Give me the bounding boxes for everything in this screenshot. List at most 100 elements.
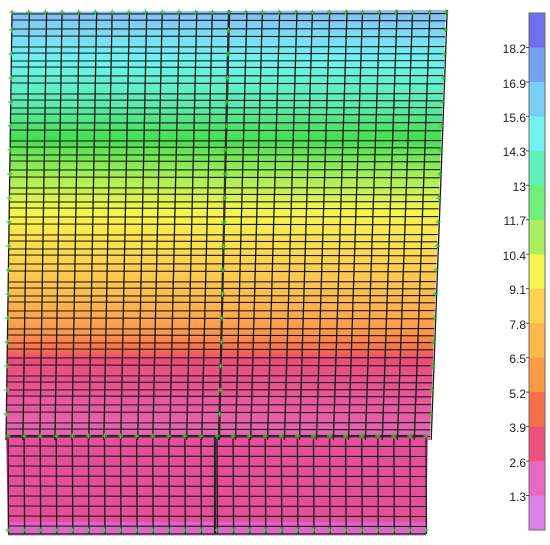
- node-marker: [118, 433, 124, 439]
- node-marker: [375, 433, 381, 439]
- node-marker: [7, 147, 13, 153]
- frame-member: [248, 435, 251, 535]
- frame-member: [152, 435, 154, 535]
- frame-member: [168, 435, 170, 535]
- legend-frame: [528, 12, 546, 531]
- frame-member: [7, 515, 427, 518]
- node-marker: [6, 195, 12, 201]
- node-marker: [436, 195, 442, 201]
- frame-member: [7, 465, 427, 468]
- node-marker: [441, 75, 447, 81]
- frame-member: [361, 435, 363, 535]
- node-marker: [440, 99, 446, 105]
- node-marker: [376, 9, 382, 15]
- frame-member: [7, 505, 427, 508]
- frame-gridlines: [5, 9, 448, 535]
- node-marker: [223, 123, 229, 129]
- node-marker: [407, 527, 413, 533]
- node-marker: [262, 433, 268, 439]
- node-marker: [5, 315, 11, 321]
- node-marker: [391, 527, 397, 533]
- node-marker: [53, 433, 59, 439]
- legend-band: [529, 461, 545, 497]
- node-marker: [85, 433, 91, 439]
- node-marker: [433, 267, 439, 273]
- node-marker: [217, 387, 223, 393]
- frame-member: [201, 11, 213, 441]
- node-marker: [143, 9, 149, 15]
- node-marker: [92, 9, 98, 15]
- frame-member: [135, 435, 138, 535]
- node-marker: [432, 291, 438, 297]
- node-marker: [375, 527, 381, 533]
- frame-member: [234, 10, 248, 441]
- node-marker: [214, 527, 220, 533]
- frame-member: [7, 485, 427, 488]
- node-marker: [101, 527, 107, 533]
- node-marker: [393, 9, 399, 15]
- node-marker: [7, 123, 13, 129]
- legend-band: [529, 116, 545, 152]
- node-marker: [221, 243, 227, 249]
- node-marker: [278, 527, 284, 533]
- node-marker: [209, 9, 215, 15]
- node-marker: [59, 9, 65, 15]
- frame-member: [7, 435, 10, 535]
- node-marker: [276, 9, 282, 15]
- node-marker: [218, 339, 224, 345]
- node-marker: [150, 527, 156, 533]
- node-marker: [223, 147, 229, 153]
- node-marker: [159, 9, 165, 15]
- node-marker: [432, 315, 438, 321]
- contour-fill-upper-storeys: [6, 10, 446, 440]
- node-marker: [226, 27, 232, 33]
- frame-member: [232, 435, 235, 535]
- frame-model: [3, 9, 449, 536]
- node-marker: [243, 9, 249, 15]
- frame-member: [87, 435, 90, 535]
- frame-member: [393, 435, 395, 535]
- node-marker: [182, 527, 188, 533]
- legend-band: [529, 357, 545, 393]
- node-marker: [327, 433, 333, 439]
- node-markers: [3, 9, 449, 533]
- node-marker: [443, 9, 449, 15]
- node-marker: [26, 9, 32, 15]
- node-marker: [224, 75, 230, 81]
- node-marker: [4, 363, 10, 369]
- node-marker: [222, 195, 228, 201]
- node-marker: [217, 411, 223, 417]
- legend-band: [529, 81, 545, 117]
- frame-member: [169, 11, 181, 441]
- node-marker: [76, 9, 82, 15]
- node-marker: [4, 339, 10, 345]
- frame-member: [312, 435, 315, 535]
- frame-member: [216, 435, 219, 535]
- legend-band: [529, 323, 545, 359]
- frame-member: [296, 435, 299, 535]
- frame-member: [5, 11, 13, 441]
- frame-member: [298, 10, 314, 441]
- node-marker: [8, 51, 14, 57]
- node-marker: [21, 433, 27, 439]
- node-marker: [310, 527, 316, 533]
- node-marker: [428, 411, 434, 417]
- node-marker: [9, 27, 15, 33]
- node-marker: [309, 9, 315, 15]
- frame-member: [55, 435, 58, 535]
- frame-member: [184, 435, 186, 535]
- node-marker: [198, 527, 204, 533]
- node-marker: [182, 433, 188, 439]
- node-marker: [326, 9, 332, 15]
- node-marker: [134, 433, 140, 439]
- legend-band: [529, 254, 545, 290]
- frame-member: [39, 435, 42, 535]
- frame-member: [409, 435, 412, 535]
- node-marker: [69, 527, 75, 533]
- node-marker: [6, 243, 12, 249]
- frame-member: [7, 525, 427, 528]
- node-marker: [435, 219, 441, 225]
- node-marker: [21, 527, 27, 533]
- legend-band: [529, 288, 545, 324]
